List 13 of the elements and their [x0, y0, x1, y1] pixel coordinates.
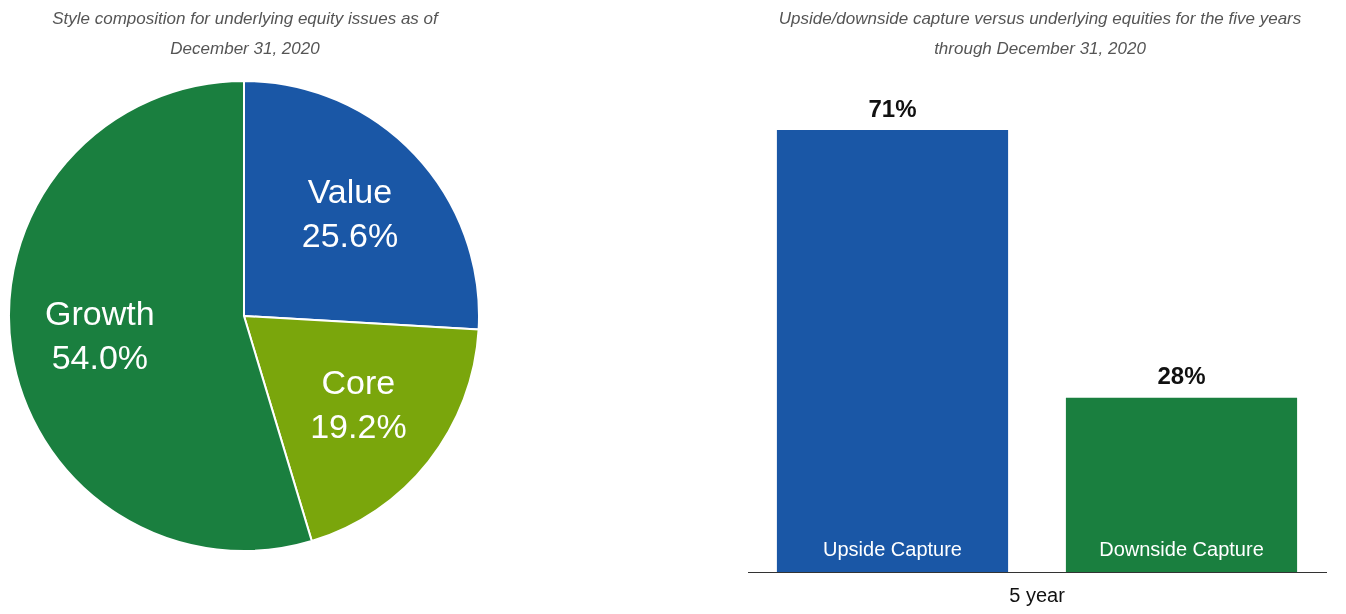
x-axis-title: 5 year	[1009, 583, 1066, 606]
data-label: 28%	[1157, 362, 1206, 390]
x-tick-label: Downside Capture	[1099, 537, 1264, 560]
slice-label: Value	[307, 172, 393, 211]
chart-title: Upside/downside capture versus underlying equities for the five years through December 31, 2020	[777, 8, 1303, 60]
slice-label: Growth	[45, 293, 155, 332]
data-label: 19.2%	[310, 406, 407, 445]
data-label: 25.6%	[301, 216, 399, 255]
data-label: 54.0%	[51, 337, 149, 376]
data-label: 71%	[868, 94, 917, 122]
chart-title: Style composition for underlying equity issues as of December 31, 2020	[51, 8, 440, 60]
slice-label: Core	[321, 362, 396, 401]
x-tick-label: Upside Capture	[823, 537, 962, 560]
